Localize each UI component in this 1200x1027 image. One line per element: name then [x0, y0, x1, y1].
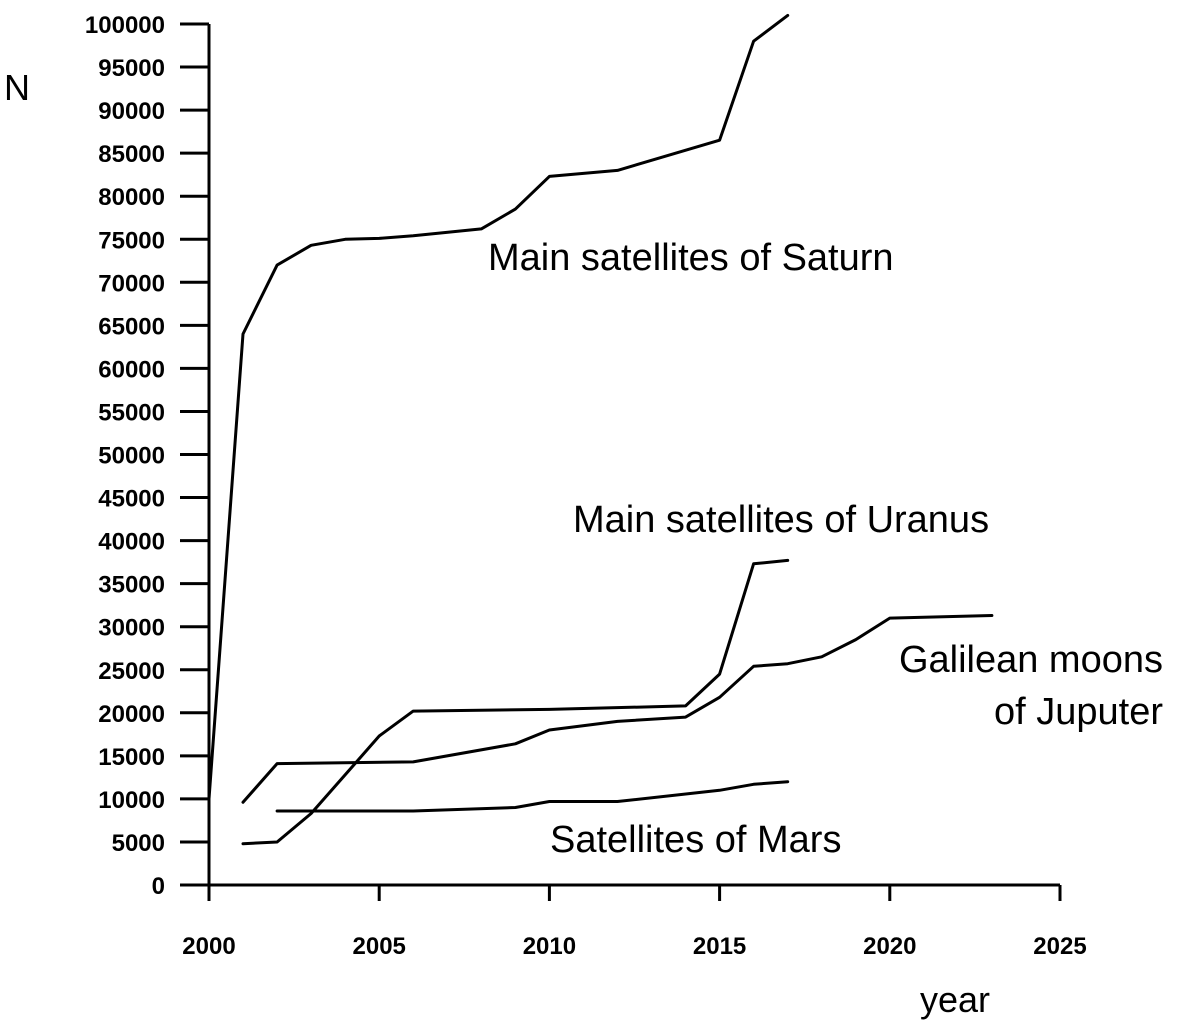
- y-tick-label: 10000: [98, 787, 165, 814]
- ticks: 0 5000 10000 15000 20000 25000 30000 35000 40000…: [85, 12, 1087, 960]
- y-tick-label: 85000: [98, 141, 165, 168]
- y-tick-label: 90000: [98, 98, 165, 125]
- y-tick-label: 20000: [98, 701, 165, 728]
- y-tick-label: 45000: [98, 486, 165, 513]
- y-tick-label: 15000: [98, 744, 165, 771]
- y-axis-title: N: [4, 67, 30, 108]
- series-line-jupiter: [241, 614, 994, 804]
- x-tick-label: 2000: [182, 933, 235, 960]
- y-tick-label: 40000: [98, 529, 165, 556]
- series-label-saturn: Main satellites of Saturn: [488, 237, 894, 279]
- x-tick-label: 2015: [693, 933, 746, 960]
- series-label-jupiter: of Juputer: [994, 691, 1163, 733]
- y-tick-label: 55000: [98, 399, 165, 426]
- series-label-mars: Satellites of Mars: [550, 819, 841, 861]
- y-tick-label: 65000: [98, 313, 165, 340]
- y-tick-label: 80000: [98, 184, 165, 211]
- axes: [180, 24, 1060, 887]
- y-tick-label: 75000: [98, 227, 165, 254]
- series-line-mars: [275, 780, 790, 813]
- series-line-uranus: [241, 558, 790, 846]
- y-tick-label: 70000: [98, 270, 165, 297]
- series-group: [207, 13, 994, 846]
- y-tick-label: 5000: [112, 830, 165, 857]
- x-axis-title: year: [920, 979, 990, 1020]
- y-tick-label: 50000: [98, 443, 165, 470]
- series-label-uranus: Main satellites of Uranus: [573, 499, 989, 541]
- y-tick-label: 60000: [98, 356, 165, 383]
- y-tick-label: 0: [152, 873, 165, 900]
- y-tick-label: 35000: [98, 572, 165, 599]
- y-tick-label: 25000: [98, 658, 165, 685]
- series-label-jupiter: Galilean moons: [899, 639, 1163, 681]
- x-tick-label: 2010: [523, 933, 576, 960]
- x-tick-label: 2025: [1033, 933, 1086, 960]
- series-labels: Main satellites of Saturn Main satellites…: [488, 237, 1163, 861]
- y-tick-label: 95000: [98, 55, 165, 82]
- x-tick-label: 2020: [863, 933, 916, 960]
- series-line-saturn: [207, 13, 790, 801]
- y-tick-label: 100000: [85, 12, 165, 39]
- x-tick-label: 2005: [353, 933, 406, 960]
- y-tick-label: 30000: [98, 615, 165, 642]
